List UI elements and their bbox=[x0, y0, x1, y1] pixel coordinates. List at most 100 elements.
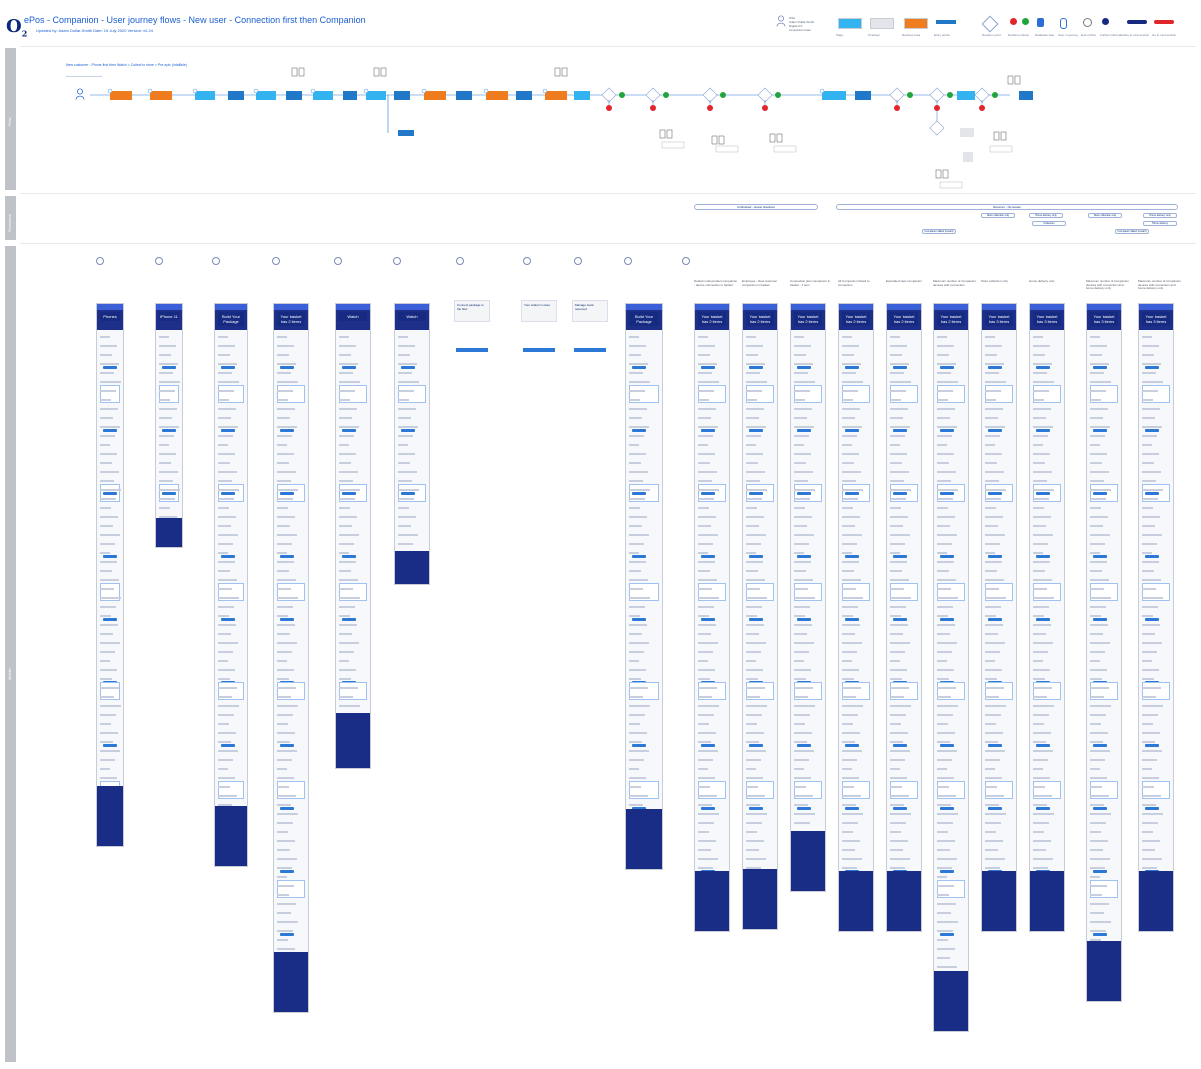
screen-button[interactable] bbox=[632, 555, 646, 558]
screen-button[interactable] bbox=[988, 744, 1002, 747]
screen-button[interactable] bbox=[632, 618, 646, 621]
screen-button[interactable] bbox=[162, 492, 176, 495]
screen-button[interactable] bbox=[749, 555, 763, 558]
screen-button[interactable] bbox=[1145, 492, 1159, 495]
screen-button[interactable] bbox=[632, 807, 646, 810]
screen-button[interactable] bbox=[701, 555, 715, 558]
screen-button[interactable] bbox=[1093, 429, 1107, 432]
screen-button[interactable] bbox=[1093, 744, 1107, 747]
screen-button[interactable] bbox=[988, 618, 1002, 621]
screen-button[interactable] bbox=[280, 492, 294, 495]
screen-button[interactable] bbox=[221, 618, 235, 621]
screen-button[interactable] bbox=[401, 429, 415, 432]
screen-button[interactable] bbox=[797, 492, 811, 495]
screen-button[interactable] bbox=[162, 429, 176, 432]
screen-button[interactable] bbox=[940, 618, 954, 621]
screen-button[interactable] bbox=[988, 366, 1002, 369]
screen-button[interactable] bbox=[797, 366, 811, 369]
screen-button[interactable] bbox=[632, 366, 646, 369]
screen-button[interactable] bbox=[1036, 555, 1050, 558]
screen-button[interactable] bbox=[797, 429, 811, 432]
screen-button[interactable] bbox=[1036, 429, 1050, 432]
screen-button[interactable] bbox=[797, 618, 811, 621]
screen-button[interactable] bbox=[280, 933, 294, 936]
screen-button[interactable] bbox=[103, 618, 117, 621]
screen-button[interactable] bbox=[749, 429, 763, 432]
screen-button[interactable] bbox=[632, 744, 646, 747]
screen-button[interactable] bbox=[221, 366, 235, 369]
screen-button[interactable] bbox=[103, 744, 117, 747]
screen-button[interactable] bbox=[797, 807, 811, 810]
screen-button[interactable] bbox=[342, 366, 356, 369]
screen-button[interactable] bbox=[988, 429, 1002, 432]
screen-button[interactable] bbox=[845, 555, 859, 558]
screen-button[interactable] bbox=[1036, 807, 1050, 810]
screen-button[interactable] bbox=[342, 618, 356, 621]
screen-button[interactable] bbox=[893, 807, 907, 810]
screen-button[interactable] bbox=[845, 618, 859, 621]
overlay-button-0[interactable] bbox=[456, 348, 488, 352]
screen-button[interactable] bbox=[845, 492, 859, 495]
screen-button[interactable] bbox=[103, 366, 117, 369]
screen-button[interactable] bbox=[988, 555, 1002, 558]
screen-button[interactable] bbox=[280, 366, 294, 369]
screen-button[interactable] bbox=[1036, 366, 1050, 369]
screen-button[interactable] bbox=[940, 555, 954, 558]
screen-button[interactable] bbox=[701, 618, 715, 621]
screen-button[interactable] bbox=[988, 807, 1002, 810]
screen-button[interactable] bbox=[940, 807, 954, 810]
screen-button[interactable] bbox=[1093, 807, 1107, 810]
screen-button[interactable] bbox=[701, 492, 715, 495]
screen-button[interactable] bbox=[1145, 366, 1159, 369]
screen-button[interactable] bbox=[797, 555, 811, 558]
screen-button[interactable] bbox=[632, 492, 646, 495]
screen-button[interactable] bbox=[401, 492, 415, 495]
screen-button[interactable] bbox=[280, 744, 294, 747]
screen-button[interactable] bbox=[893, 366, 907, 369]
screen-button[interactable] bbox=[845, 366, 859, 369]
screen-button[interactable] bbox=[1093, 933, 1107, 936]
screen-button[interactable] bbox=[749, 366, 763, 369]
screen-button[interactable] bbox=[342, 555, 356, 558]
screen-button[interactable] bbox=[103, 492, 117, 495]
screen-button[interactable] bbox=[940, 933, 954, 936]
screen-button[interactable] bbox=[1093, 366, 1107, 369]
screen-button[interactable] bbox=[1093, 618, 1107, 621]
screen-button[interactable] bbox=[221, 555, 235, 558]
screen-button[interactable] bbox=[940, 429, 954, 432]
screen-button[interactable] bbox=[797, 744, 811, 747]
screen-button[interactable] bbox=[103, 429, 117, 432]
screen-button[interactable] bbox=[280, 429, 294, 432]
screen-button[interactable] bbox=[940, 492, 954, 495]
screen-button[interactable] bbox=[1145, 555, 1159, 558]
screen-button[interactable] bbox=[280, 555, 294, 558]
screen-button[interactable] bbox=[1145, 618, 1159, 621]
screen-button[interactable] bbox=[701, 807, 715, 810]
screen-button[interactable] bbox=[701, 366, 715, 369]
screen-button[interactable] bbox=[893, 429, 907, 432]
screen-button[interactable] bbox=[845, 429, 859, 432]
screen-button[interactable] bbox=[701, 744, 715, 747]
screen-button[interactable] bbox=[940, 870, 954, 873]
screen-button[interactable] bbox=[1036, 492, 1050, 495]
screen-button[interactable] bbox=[1093, 555, 1107, 558]
screen-button[interactable] bbox=[893, 492, 907, 495]
overlay-button-2[interactable] bbox=[574, 348, 606, 352]
screen-button[interactable] bbox=[1145, 429, 1159, 432]
screen-button[interactable] bbox=[221, 492, 235, 495]
screen-button[interactable] bbox=[845, 744, 859, 747]
screen-button[interactable] bbox=[1145, 807, 1159, 810]
screen-button[interactable] bbox=[1145, 744, 1159, 747]
screen-button[interactable] bbox=[701, 429, 715, 432]
screen-button[interactable] bbox=[845, 807, 859, 810]
screen-button[interactable] bbox=[1036, 618, 1050, 621]
screen-button[interactable] bbox=[940, 366, 954, 369]
screen-button[interactable] bbox=[893, 618, 907, 621]
screen-button[interactable] bbox=[280, 618, 294, 621]
screen-button[interactable] bbox=[1093, 492, 1107, 495]
screen-button[interactable] bbox=[893, 555, 907, 558]
screen-button[interactable] bbox=[1036, 744, 1050, 747]
screen-button[interactable] bbox=[401, 366, 415, 369]
screen-button[interactable] bbox=[749, 618, 763, 621]
screen-button[interactable] bbox=[162, 366, 176, 369]
